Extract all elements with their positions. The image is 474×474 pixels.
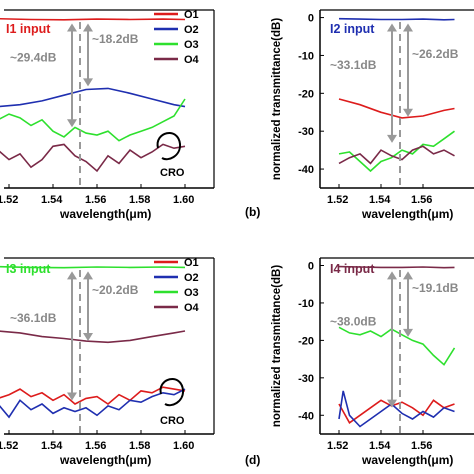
attenuation-label: ~38.0dB	[330, 315, 377, 329]
cro-curl-marker	[159, 378, 185, 407]
series-line-o4	[0, 330, 186, 344]
legend-label: O2	[184, 272, 199, 284]
x-tick-label: 1.52	[327, 440, 348, 452]
series-line-o4	[338, 265, 455, 269]
arrow-head-down	[387, 134, 397, 143]
series-line-o1	[0, 17, 186, 21]
x-tick-label: 1.56	[85, 194, 106, 206]
x-tick-label: 1.52	[0, 194, 18, 206]
arrow-head-down	[67, 119, 77, 128]
arrow-head-down	[83, 78, 93, 87]
y-tick-label: 0	[308, 260, 314, 272]
y-tick-label: 0	[308, 13, 314, 25]
arrow-head-up	[387, 271, 397, 280]
x-tick-label: 1.58	[129, 440, 150, 452]
y-tick-label: -20	[298, 335, 314, 347]
arrow-head-down	[387, 399, 397, 408]
x-axis-label: wavelength(μm)	[59, 453, 151, 467]
series-line-o3	[338, 326, 456, 366]
arrow-head-up	[403, 23, 413, 32]
x-tick-label: 1.54	[41, 440, 63, 452]
arrow-head-down	[67, 392, 77, 401]
x-tick-label: 1.60	[173, 194, 194, 206]
series-line-o1	[338, 399, 455, 424]
panel-label-d: (d)	[245, 453, 260, 467]
series-line-o2	[338, 17, 455, 21]
cro-label: CRO	[160, 415, 185, 427]
x-tick-label: 1.58	[129, 194, 150, 206]
attenuation-label: ~26.2dB	[412, 47, 459, 61]
y-axis-label: normalized transmittance(dB)	[271, 265, 283, 427]
attenuation-label: ~29.4dB	[10, 50, 57, 64]
x-tick-label: 1.54	[369, 194, 391, 206]
attenuation-label: ~19.1dB	[412, 281, 459, 295]
series-line-o1	[338, 98, 455, 119]
attenuation-label: ~20.2dB	[92, 283, 139, 297]
input-label: I1 input	[6, 22, 51, 36]
cro-curl-marker	[156, 132, 182, 161]
attenuation-label: ~33.1dB	[330, 58, 377, 72]
legend-label: O2	[184, 24, 199, 36]
x-tick-label: 1.56	[85, 440, 106, 452]
arrow-head-down	[403, 108, 413, 117]
legend-label: O3	[184, 287, 199, 299]
legend-label: O4	[184, 54, 200, 66]
series-line-o2	[338, 390, 455, 428]
y-tick-label: -20	[298, 88, 314, 100]
legend-label: O1	[184, 257, 199, 269]
input-label: I2 input	[330, 22, 375, 36]
arrow-head-up	[67, 271, 77, 280]
y-axis-label: normalized transmittance(dB)	[271, 18, 283, 180]
y-tick-label: -40	[298, 410, 314, 422]
x-tick-label: 1.60	[173, 440, 194, 452]
y-tick-label: -10	[298, 298, 314, 310]
legend-label: O3	[184, 39, 199, 51]
y-tick-label: -40	[298, 164, 314, 176]
panels: 1.52 1.54 1.56 1.58 1.60 wavelength(μm) ~29.4d…	[0, 9, 474, 467]
x-axis-label: wavelength(μm)	[59, 207, 151, 221]
arrow-head-down	[403, 328, 413, 337]
input-label: I3 input	[6, 262, 51, 276]
cro-label: CRO	[160, 167, 185, 179]
series-line-o4	[0, 143, 186, 173]
arrow-head-up	[67, 23, 77, 32]
x-axis-label: wavelength(μm)	[361, 207, 453, 221]
x-tick-label: 1.56	[411, 440, 432, 452]
series-line-o3	[0, 98, 186, 142]
x-tick-label: 1.52	[0, 440, 18, 452]
panel-a: 1.52 1.54 1.56 1.58 1.60 wavelength(μm) ~29.4d…	[0, 9, 215, 221]
attenuation-label: ~36.1dB	[10, 311, 57, 325]
panel-c: 1.52 1.54 1.56 1.58 1.60 wavelength(μm) ~36.1d…	[0, 257, 215, 467]
arrow-head-down	[83, 333, 93, 342]
panel-label-b: (b)	[245, 205, 260, 219]
arrow-head-up	[83, 271, 93, 280]
x-tick-label: 1.52	[327, 194, 348, 206]
y-tick-label: -30	[298, 373, 314, 385]
series-line-o2	[0, 388, 186, 419]
x-tick-label: 1.54	[369, 440, 391, 452]
legend-label: O1	[184, 9, 199, 21]
legend-label: O4	[184, 302, 200, 314]
x-tick-label: 1.54	[41, 194, 63, 206]
series-line-o3	[338, 130, 455, 173]
series-line-o1	[0, 386, 186, 406]
attenuation-label: ~18.2dB	[92, 32, 139, 46]
input-label: I4 input	[330, 262, 375, 276]
series-line-o3	[0, 265, 186, 269]
series-line-o2	[0, 87, 186, 108]
y-tick-label: -10	[298, 50, 314, 62]
arrow-head-up	[387, 23, 397, 32]
arrow-head-up	[403, 271, 413, 280]
x-axis-label: wavelength(μm)	[361, 453, 453, 467]
arrow-head-up	[83, 23, 93, 32]
series-line-o4	[338, 145, 455, 165]
y-tick-label: -30	[298, 126, 314, 138]
x-tick-label: 1.56	[411, 194, 432, 206]
